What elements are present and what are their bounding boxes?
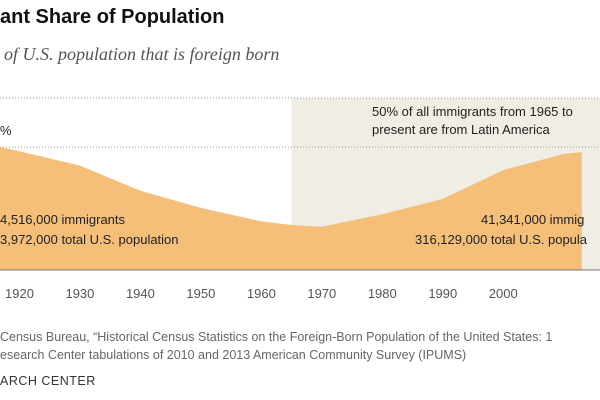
x-axis-ticks: 1920 1930 1940 1950 1960 1970 1980 1990 2000 [5, 286, 518, 301]
right-immigrants-label: 41,341,000 immig [481, 212, 584, 227]
latin-america-annotation-line-1: 50% of all immigrants from 1965 to [372, 104, 573, 119]
x-tick-label: 1950 [186, 286, 215, 301]
chart-subtitle: of U.S. population that is foreign born [4, 44, 280, 64]
x-tick-label: 2000 [489, 286, 518, 301]
gridlines [0, 97, 600, 148]
source-note-line-2: esearch Center tabulations of 2010 and 2… [0, 348, 467, 362]
x-tick-label: 1940 [126, 286, 155, 301]
x-tick-label: 1990 [428, 286, 457, 301]
chart-title: ant Share of Population [0, 6, 225, 28]
x-tick-label: 1970 [307, 286, 336, 301]
source-note: Census Bureau, “Historical Census Statis… [0, 328, 552, 364]
area-chart: 1920 1930 1940 1950 1960 1970 1980 1990 2000 % 5… [0, 97, 600, 301]
brand-label: ARCH CENTER [0, 374, 96, 388]
latin-america-annotation-line-2: present are from Latin America [372, 122, 551, 137]
x-tick-label: 1930 [65, 286, 94, 301]
left-immigrants-label: 4,516,000 immigrants [0, 212, 126, 227]
right-total-population-label: 316,129,000 total U.S. popula [415, 232, 588, 247]
left-total-population-label: 3,972,000 total U.S. population [0, 232, 179, 247]
x-tick-label: 1980 [368, 286, 397, 301]
foreign-born-share-area [0, 146, 582, 270]
x-tick-label: 1920 [5, 286, 34, 301]
top-left-value-label: % [0, 123, 12, 138]
source-note-line-1: Census Bureau, “Historical Census Statis… [0, 330, 553, 344]
x-tick-label: 1960 [247, 286, 276, 301]
